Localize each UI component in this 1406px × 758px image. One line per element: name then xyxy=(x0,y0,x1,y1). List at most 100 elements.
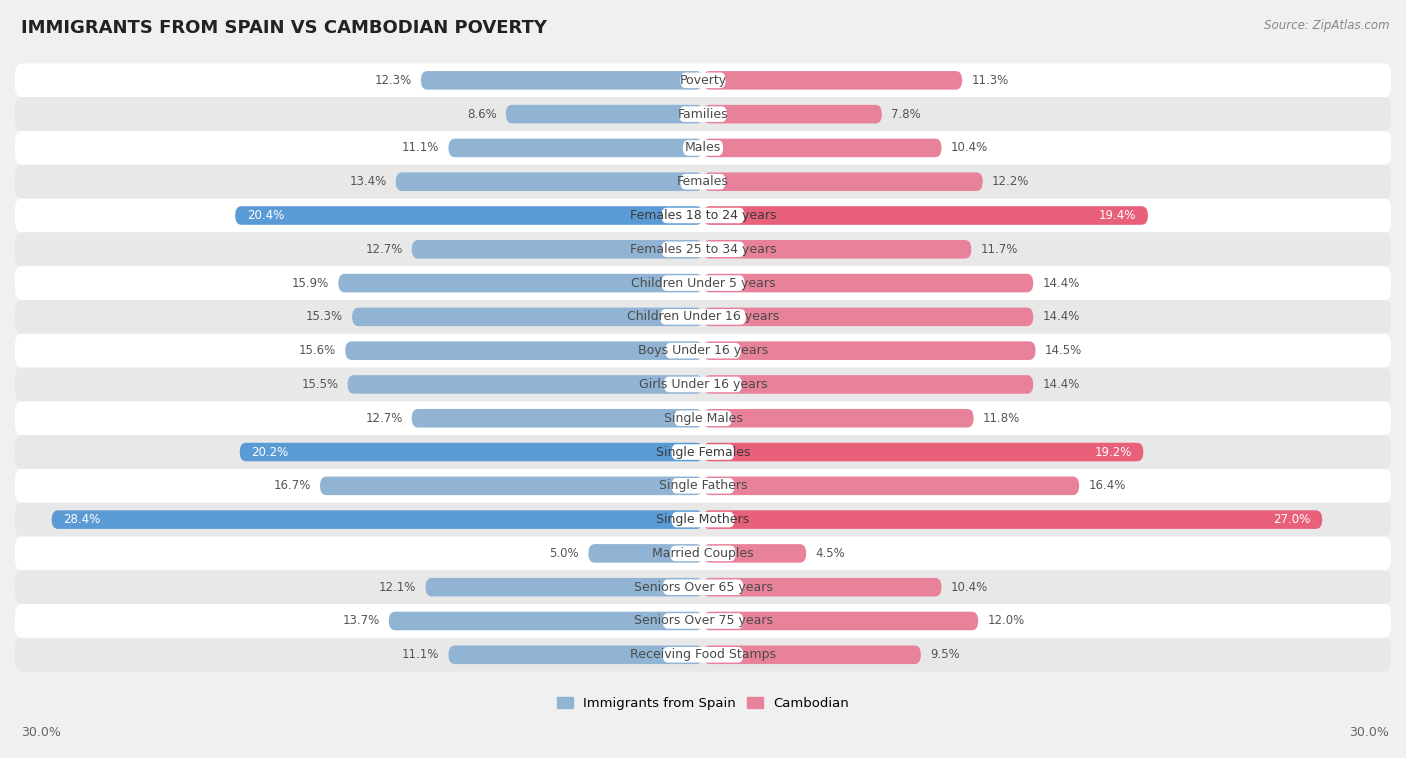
Text: 11.8%: 11.8% xyxy=(983,412,1019,424)
FancyBboxPatch shape xyxy=(15,570,1391,604)
FancyBboxPatch shape xyxy=(15,131,1391,164)
Text: 30.0%: 30.0% xyxy=(1350,726,1389,739)
FancyBboxPatch shape xyxy=(15,266,1391,300)
FancyBboxPatch shape xyxy=(661,208,745,224)
FancyBboxPatch shape xyxy=(703,105,882,124)
FancyBboxPatch shape xyxy=(15,233,1391,266)
FancyBboxPatch shape xyxy=(672,512,734,528)
FancyBboxPatch shape xyxy=(588,544,703,562)
FancyBboxPatch shape xyxy=(703,172,983,191)
Text: 27.0%: 27.0% xyxy=(1274,513,1310,526)
Text: Males: Males xyxy=(685,142,721,155)
FancyBboxPatch shape xyxy=(703,646,921,664)
FancyBboxPatch shape xyxy=(679,106,727,122)
Text: Girls Under 16 years: Girls Under 16 years xyxy=(638,378,768,391)
Text: Females 18 to 24 years: Females 18 to 24 years xyxy=(630,209,776,222)
Text: Poverty: Poverty xyxy=(679,74,727,87)
FancyBboxPatch shape xyxy=(52,510,703,529)
Text: Children Under 16 years: Children Under 16 years xyxy=(627,310,779,324)
Text: 20.2%: 20.2% xyxy=(252,446,288,459)
FancyBboxPatch shape xyxy=(703,240,972,258)
FancyBboxPatch shape xyxy=(703,409,973,428)
Text: 14.4%: 14.4% xyxy=(1042,378,1080,391)
FancyBboxPatch shape xyxy=(321,477,703,495)
Text: Receiving Food Stamps: Receiving Food Stamps xyxy=(630,648,776,661)
Text: 30.0%: 30.0% xyxy=(21,726,60,739)
Text: 15.6%: 15.6% xyxy=(299,344,336,357)
FancyBboxPatch shape xyxy=(346,341,703,360)
FancyBboxPatch shape xyxy=(703,274,1033,293)
Text: Single Males: Single Males xyxy=(664,412,742,424)
FancyBboxPatch shape xyxy=(703,375,1033,393)
FancyBboxPatch shape xyxy=(703,612,979,630)
Text: 12.2%: 12.2% xyxy=(993,175,1029,188)
FancyBboxPatch shape xyxy=(665,343,741,359)
Text: Seniors Over 75 years: Seniors Over 75 years xyxy=(634,615,772,628)
Text: 14.4%: 14.4% xyxy=(1042,277,1080,290)
Text: 11.7%: 11.7% xyxy=(980,243,1018,255)
FancyBboxPatch shape xyxy=(703,308,1033,326)
FancyBboxPatch shape xyxy=(664,377,742,392)
Text: IMMIGRANTS FROM SPAIN VS CAMBODIAN POVERTY: IMMIGRANTS FROM SPAIN VS CAMBODIAN POVER… xyxy=(21,19,547,37)
Text: 19.4%: 19.4% xyxy=(1099,209,1136,222)
FancyBboxPatch shape xyxy=(703,510,1322,529)
FancyBboxPatch shape xyxy=(15,164,1391,199)
Text: 13.7%: 13.7% xyxy=(343,615,380,628)
FancyBboxPatch shape xyxy=(506,105,703,124)
FancyBboxPatch shape xyxy=(15,97,1391,131)
FancyBboxPatch shape xyxy=(235,206,703,225)
Text: 16.7%: 16.7% xyxy=(273,479,311,492)
FancyBboxPatch shape xyxy=(15,300,1391,334)
Text: 7.8%: 7.8% xyxy=(891,108,921,121)
Text: 28.4%: 28.4% xyxy=(63,513,100,526)
FancyBboxPatch shape xyxy=(412,409,703,428)
FancyBboxPatch shape xyxy=(339,274,703,293)
Text: Seniors Over 65 years: Seniors Over 65 years xyxy=(634,581,772,594)
Text: 11.1%: 11.1% xyxy=(402,142,439,155)
Text: 13.4%: 13.4% xyxy=(349,175,387,188)
FancyBboxPatch shape xyxy=(15,64,1391,97)
FancyBboxPatch shape xyxy=(661,242,745,257)
FancyBboxPatch shape xyxy=(15,368,1391,401)
FancyBboxPatch shape xyxy=(703,477,1080,495)
FancyBboxPatch shape xyxy=(420,71,703,89)
FancyBboxPatch shape xyxy=(15,638,1391,672)
Text: Single Females: Single Females xyxy=(655,446,751,459)
FancyBboxPatch shape xyxy=(347,375,703,393)
FancyBboxPatch shape xyxy=(352,308,703,326)
FancyBboxPatch shape xyxy=(703,139,942,157)
Text: 4.5%: 4.5% xyxy=(815,547,845,560)
FancyBboxPatch shape xyxy=(395,172,703,191)
FancyBboxPatch shape xyxy=(673,411,733,426)
Text: 15.5%: 15.5% xyxy=(301,378,339,391)
Text: Single Fathers: Single Fathers xyxy=(659,479,747,492)
Text: 12.7%: 12.7% xyxy=(366,243,402,255)
Text: 12.1%: 12.1% xyxy=(380,581,416,594)
FancyBboxPatch shape xyxy=(661,309,745,324)
FancyBboxPatch shape xyxy=(703,71,962,89)
Text: Families: Families xyxy=(678,108,728,121)
Text: 12.3%: 12.3% xyxy=(374,74,412,87)
FancyBboxPatch shape xyxy=(449,139,703,157)
FancyBboxPatch shape xyxy=(15,604,1391,638)
FancyBboxPatch shape xyxy=(15,334,1391,368)
Text: 20.4%: 20.4% xyxy=(246,209,284,222)
FancyBboxPatch shape xyxy=(389,612,703,630)
FancyBboxPatch shape xyxy=(240,443,703,462)
FancyBboxPatch shape xyxy=(671,546,735,561)
Text: 5.0%: 5.0% xyxy=(550,547,579,560)
Text: 10.4%: 10.4% xyxy=(950,142,988,155)
FancyBboxPatch shape xyxy=(662,647,744,662)
Legend: Immigrants from Spain, Cambodian: Immigrants from Spain, Cambodian xyxy=(551,691,855,716)
Text: Children Under 5 years: Children Under 5 years xyxy=(631,277,775,290)
FancyBboxPatch shape xyxy=(681,73,725,88)
FancyBboxPatch shape xyxy=(15,503,1391,537)
FancyBboxPatch shape xyxy=(672,478,734,493)
FancyBboxPatch shape xyxy=(703,578,942,597)
FancyBboxPatch shape xyxy=(703,443,1143,462)
FancyBboxPatch shape xyxy=(681,174,725,190)
FancyBboxPatch shape xyxy=(661,275,745,291)
Text: 11.3%: 11.3% xyxy=(972,74,1008,87)
Text: Source: ZipAtlas.com: Source: ZipAtlas.com xyxy=(1264,19,1389,32)
FancyBboxPatch shape xyxy=(703,341,1036,360)
